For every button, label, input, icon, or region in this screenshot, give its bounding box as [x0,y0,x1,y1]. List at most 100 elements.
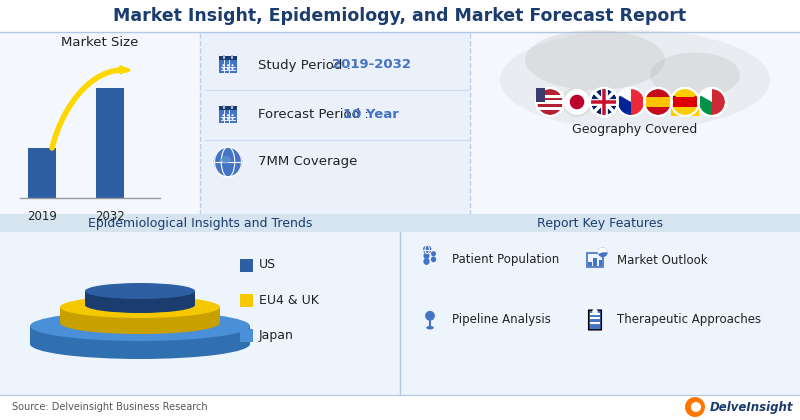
Bar [0,32,200,215]
Text: Market Size: Market Size [62,36,138,48]
Bar [85,291,195,305]
Bar [587,253,602,267]
FancyBboxPatch shape [589,310,602,330]
Circle shape [227,118,229,120]
Text: DelveInsight: DelveInsight [710,401,794,414]
Circle shape [423,245,431,254]
Ellipse shape [500,30,770,130]
Text: 7MM Coverage: 7MM Coverage [258,155,358,168]
Bar [28,148,56,198]
Ellipse shape [426,326,434,329]
Ellipse shape [423,258,430,265]
Bar [230,55,233,59]
Circle shape [590,88,618,116]
Circle shape [222,114,225,116]
Wedge shape [617,95,631,116]
Circle shape [698,88,726,116]
Bar [429,315,431,327]
Bar [536,107,564,110]
Bar [219,57,237,73]
Circle shape [222,118,225,120]
Text: EU4 & UK: EU4 & UK [259,294,319,307]
Wedge shape [617,88,631,109]
Circle shape [644,88,672,116]
Bar [0,0,800,32]
Bar [671,97,699,107]
Bar [644,97,672,107]
Wedge shape [698,95,712,116]
Bar [223,105,226,109]
Wedge shape [673,88,697,102]
Bar [589,262,592,266]
Wedge shape [617,88,631,116]
Circle shape [231,64,234,66]
Ellipse shape [30,329,250,359]
Circle shape [222,64,225,66]
Bar [0,214,400,232]
Ellipse shape [525,30,665,90]
Text: Report Key Features: Report Key Features [537,216,663,229]
Circle shape [570,95,584,109]
Bar [240,259,253,272]
Text: Epidemiological Insights and Trends: Epidemiological Insights and Trends [88,216,312,229]
Bar [598,260,602,266]
Text: 10 Year: 10 Year [343,108,399,121]
Text: Therapeutic Approaches: Therapeutic Approaches [617,313,761,326]
Circle shape [231,118,234,120]
Text: Market Insight, Epidemiology, and Market Forecast Report: Market Insight, Epidemiology, and Market… [114,7,686,25]
Circle shape [227,68,229,70]
Circle shape [671,88,699,116]
Circle shape [431,251,436,256]
Circle shape [617,88,645,116]
Text: Forecast Period :: Forecast Period : [258,108,373,121]
Ellipse shape [221,156,230,163]
Bar [671,107,699,116]
Ellipse shape [431,256,436,262]
Bar [219,107,237,123]
Bar [536,100,564,104]
Circle shape [671,88,699,116]
Wedge shape [698,88,712,116]
Circle shape [227,114,229,116]
Bar [470,32,800,215]
Bar [0,215,400,395]
Bar [400,214,800,232]
Circle shape [685,397,705,417]
Bar [60,307,220,323]
Circle shape [598,247,608,257]
Bar [240,329,253,342]
Circle shape [231,114,234,116]
Circle shape [213,147,243,177]
Ellipse shape [60,312,220,334]
Bar [200,32,470,215]
Ellipse shape [60,296,220,318]
Text: Japan: Japan [259,328,294,341]
Circle shape [227,64,229,66]
Bar [223,55,226,59]
Circle shape [425,311,435,321]
Text: 2019: 2019 [27,210,57,223]
Bar [230,105,233,109]
Ellipse shape [85,297,195,313]
Circle shape [423,253,430,259]
Text: 2019-2032: 2019-2032 [332,58,411,71]
Text: Patient Population: Patient Population [452,254,559,267]
Wedge shape [685,88,699,116]
Text: 2032: 2032 [95,210,125,223]
Circle shape [231,68,234,70]
Circle shape [592,309,598,315]
Wedge shape [617,88,631,116]
Ellipse shape [30,311,250,341]
Text: US: US [259,258,276,271]
Bar [400,215,800,395]
Bar [536,88,545,102]
Circle shape [222,68,225,70]
Text: Market Outlook: Market Outlook [617,254,708,267]
Text: Pipeline Analysis: Pipeline Analysis [452,313,551,326]
Bar [96,88,124,198]
Bar [536,95,564,98]
Bar [594,258,597,266]
Circle shape [563,88,591,116]
Ellipse shape [85,283,195,299]
Text: Source: Delveinsight Business Research: Source: Delveinsight Business Research [12,402,208,412]
